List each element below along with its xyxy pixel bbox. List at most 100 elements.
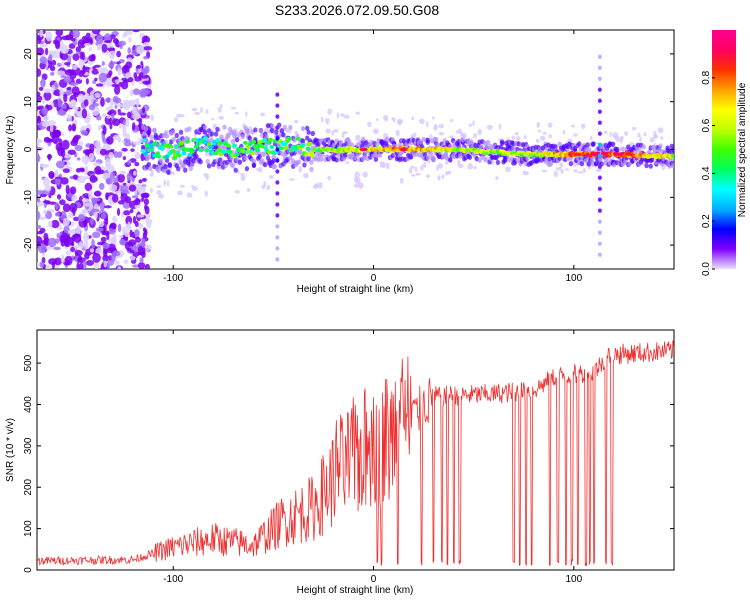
noise-point: [57, 98, 62, 108]
noise-point: [72, 30, 81, 39]
noise-point: [37, 111, 40, 117]
noise-point: [74, 249, 83, 256]
noise-point: [143, 198, 149, 206]
ridge-point: [295, 136, 301, 141]
noise-point: [43, 88, 51, 94]
noise-point: [47, 138, 53, 143]
ridge-halo-point: [485, 139, 491, 145]
noise-point: [59, 234, 66, 243]
noise-point: [72, 53, 80, 61]
noise-point: [65, 250, 72, 256]
noise-point: [138, 179, 143, 184]
noise-point: [61, 254, 65, 264]
ridge-point: [282, 142, 288, 147]
noise-point: [98, 182, 105, 190]
faint-point: [560, 168, 564, 174]
ridge-point: [269, 144, 275, 149]
streak-point: [275, 257, 280, 262]
noise-point: [55, 142, 63, 152]
noise-point: [88, 54, 96, 62]
noise-point: [123, 210, 131, 216]
ridge-halo-point: [233, 167, 238, 173]
noise-point: [74, 144, 83, 152]
noise-point: [59, 87, 64, 97]
faint-point: [457, 128, 463, 135]
ridge-halo-point: [352, 155, 358, 161]
noise-point: [63, 93, 68, 103]
faint-point: [399, 177, 404, 184]
ridge-point: [168, 144, 174, 149]
faint-point: [609, 131, 612, 137]
noise-point: [122, 32, 128, 38]
noise-point: [67, 149, 76, 155]
faint-point: [357, 182, 364, 189]
noise-point: [132, 140, 141, 146]
colorbar-scale: [712, 30, 736, 269]
faint-point: [411, 116, 415, 121]
noise-point: [38, 86, 44, 91]
ridge-halo-point: [309, 166, 314, 172]
noise-point: [140, 153, 145, 162]
ridge-point: [198, 147, 204, 152]
noise-point: [92, 252, 101, 263]
faint-point: [294, 119, 299, 124]
noise-point: [103, 40, 112, 44]
faint-point: [150, 187, 153, 194]
faint-point: [412, 132, 417, 138]
noise-point: [40, 163, 50, 168]
ridge-point: [140, 149, 146, 154]
faint-point: [498, 123, 502, 130]
faint-point: [511, 135, 515, 141]
ridge-halo-point: [425, 137, 431, 143]
noise-point: [111, 83, 119, 88]
noise-point: [124, 141, 132, 147]
top-x-axis-label: Height of straight line (km): [297, 284, 414, 295]
ridge-halo-point: [281, 132, 286, 138]
noise-point: [102, 242, 111, 249]
top-y-tick-label: -10: [23, 190, 34, 205]
ridge-halo-point: [425, 154, 431, 160]
faint-point: [174, 116, 179, 123]
noise-point: [76, 157, 81, 161]
ridge-peak-point: [399, 147, 408, 152]
ridge-point: [185, 139, 191, 144]
noise-point: [56, 194, 62, 200]
faint-point: [444, 161, 449, 165]
streak-point: [597, 219, 602, 224]
faint-point: [345, 161, 350, 165]
faint-point: [340, 113, 345, 117]
noise-point: [133, 244, 138, 253]
noise-point: [87, 95, 92, 101]
faint-point: [562, 129, 566, 135]
faint-point: [422, 161, 427, 168]
colorbar-tick-label: 0.8: [701, 70, 712, 84]
ridge-point: [202, 140, 207, 145]
ridge-point: [214, 150, 219, 155]
noise-point: [83, 43, 91, 47]
noise-point: [39, 43, 48, 48]
faint-point: [289, 178, 295, 181]
faint-point: [355, 111, 361, 115]
noise-point: [146, 84, 151, 89]
bottom-y-axis-label: SNR (10 * v/v): [5, 418, 16, 482]
noise-point: [88, 189, 93, 200]
noise-point: [87, 112, 91, 122]
noise-point: [130, 148, 135, 152]
noise-point: [95, 83, 104, 87]
ridge-halo-point: [300, 138, 306, 144]
faint-point: [495, 175, 499, 181]
ridge-halo-point: [142, 130, 147, 136]
noise-point: [61, 140, 70, 150]
faint-point: [624, 131, 628, 137]
noise-point: [129, 208, 134, 214]
noise-point: [55, 160, 65, 169]
noise-point: [83, 239, 89, 250]
ridge-halo-point: [586, 146, 592, 152]
noise-point: [109, 200, 114, 205]
noise-point: [102, 125, 107, 135]
streak-point: [597, 131, 602, 136]
noise-point: [77, 175, 86, 184]
noise-point: [50, 72, 55, 76]
ridge-point: [259, 144, 265, 149]
noise-point: [75, 46, 82, 53]
